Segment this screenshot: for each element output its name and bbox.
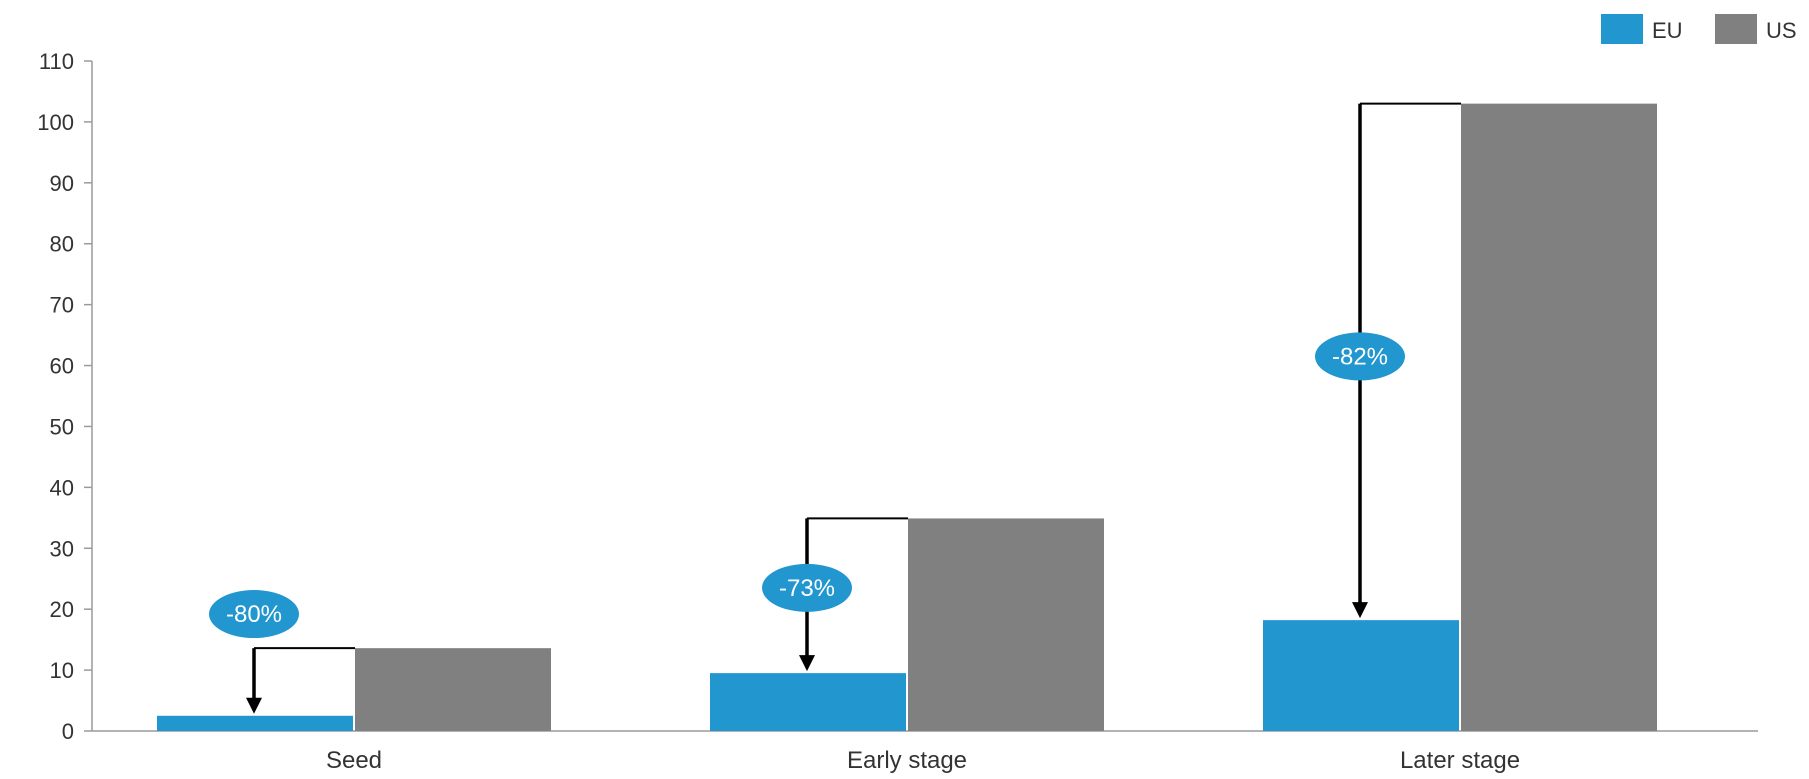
annotation-badge-later-stage	[1315, 332, 1405, 381]
y-tick-label-110: 110	[39, 49, 74, 74]
y-tick-label-100: 100	[37, 110, 74, 135]
annotations: -80% -73% -82%	[209, 102, 1461, 714]
bars	[157, 103, 1657, 732]
y-tick-label-90: 90	[50, 171, 74, 196]
legend-label-us: US	[1766, 18, 1797, 43]
legend: EU US	[1601, 14, 1797, 44]
y-tick-label-60: 60	[50, 354, 74, 379]
legend-swatch-us	[1715, 14, 1757, 44]
bar-us-early-stage	[908, 518, 1104, 731]
y-tick-label-30: 30	[50, 536, 74, 561]
bar-eu-later-stage	[1263, 620, 1459, 731]
x-tick-label-seed: Seed	[326, 747, 382, 774]
bar-us-later-stage	[1461, 103, 1657, 732]
y-tick-label-0: 0	[62, 719, 74, 744]
annotation-label-later-stage: -82%	[1332, 343, 1388, 370]
x-tick-label-later-stage: Later stage	[1400, 747, 1520, 774]
x-tick-label-early-stage: Early stage	[847, 747, 967, 774]
y-tick-label-20: 20	[50, 597, 74, 622]
y-tick-label-40: 40	[50, 475, 74, 500]
y-tick-label-80: 80	[50, 232, 74, 257]
y-tick-label-10: 10	[50, 658, 74, 683]
bar-eu-early-stage	[710, 673, 906, 731]
gap-arrow-head-seed	[246, 697, 262, 714]
legend-label-eu: EU	[1652, 18, 1683, 43]
bar-eu-seed	[157, 715, 353, 731]
y-tick-label-50: 50	[50, 414, 74, 439]
annotation-label-seed: -80%	[226, 601, 282, 628]
gap-arrow-head-later-stage	[1352, 602, 1368, 619]
annotation-label-early-stage: -73%	[779, 575, 835, 602]
y-tick-label-70: 70	[50, 293, 74, 318]
annotation-badge-seed	[209, 590, 299, 639]
y-axis: 0 10 20 30 40 50 60 70 80 90 100 110	[37, 49, 93, 744]
legend-swatch-eu	[1601, 14, 1643, 44]
annotation-badge-early-stage	[762, 563, 852, 612]
x-axis: Seed Early stage Later stage	[92, 730, 1758, 774]
gap-arrow-head-early-stage	[799, 655, 815, 672]
bar-us-seed	[355, 648, 551, 731]
